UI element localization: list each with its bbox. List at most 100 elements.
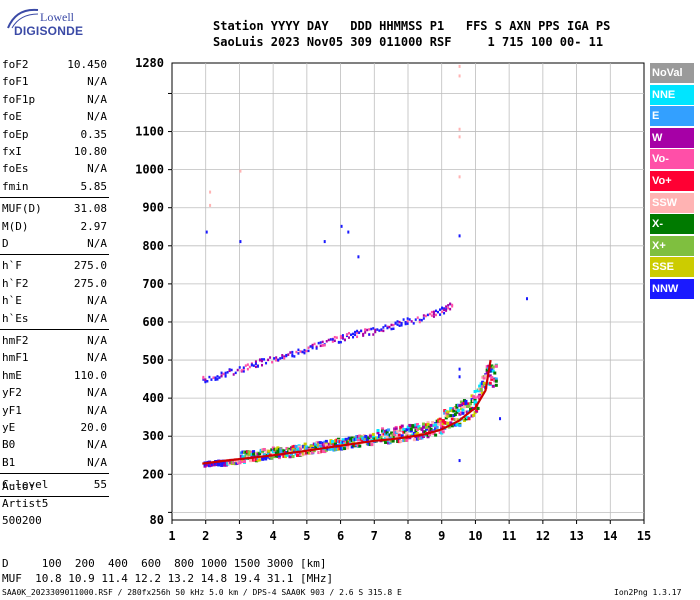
echo-point: [256, 452, 260, 456]
echo-point: [265, 449, 269, 453]
echo-point: [323, 440, 327, 444]
echo-point: [309, 445, 313, 449]
echo-point: [318, 450, 322, 454]
echo-point: [470, 394, 474, 398]
echo-point: [431, 432, 435, 436]
echo-point: [324, 439, 328, 443]
echo-point: [294, 448, 298, 452]
y-tick-label: 900: [142, 201, 164, 215]
second-hop-echo: [398, 324, 401, 327]
echo-point: [280, 449, 284, 453]
echo-point: [379, 435, 383, 439]
echo-point: [367, 436, 371, 440]
second-hop-echo: [220, 371, 223, 375]
echo-point: [244, 454, 248, 458]
echo-point: [321, 441, 325, 445]
echo-point: [476, 406, 480, 410]
param-name: B1: [2, 455, 16, 469]
second-hop-echo: [212, 376, 215, 379]
legend-item-w: W: [650, 127, 694, 148]
echo-point: [340, 442, 344, 446]
echo-point: [472, 413, 476, 417]
echo-point: [391, 432, 395, 436]
echo-point: [453, 418, 457, 422]
y-tick-label: 500: [142, 353, 164, 367]
second-hop-echo: [232, 373, 235, 376]
second-hop-echo: [329, 338, 332, 341]
echo-point: [459, 407, 463, 411]
echo-point: [426, 435, 430, 439]
param-separator: [0, 197, 109, 199]
echo-point: [390, 439, 394, 443]
echo-point: [291, 454, 295, 458]
echo-point: [385, 429, 389, 433]
echo-point: [434, 433, 438, 437]
polarization-legend: NoVal NNE E W Vo- Vo+ SSW X- X+ SSE NNW: [650, 63, 694, 301]
station-header-labels: Station YYYY DAY DDD HHMMSS P1 FFS S AXN…: [213, 19, 611, 33]
second-hop-echo: [370, 327, 373, 331]
echo-point: [464, 417, 468, 421]
echo-point: [396, 439, 400, 443]
echo-point: [429, 427, 433, 431]
param-row: yF2 N/A: [0, 384, 111, 401]
second-hop-echo: [327, 338, 330, 342]
second-hop-echo: [299, 350, 302, 353]
second-hop-echo: [341, 336, 344, 340]
echo-point: [346, 440, 350, 444]
echo-point: [467, 417, 471, 421]
second-hop-echo: [424, 314, 427, 318]
echo-point: [288, 449, 292, 453]
echo-point: [283, 455, 287, 459]
second-hop-echo: [210, 378, 213, 381]
second-hop-echo: [400, 324, 403, 327]
echo-point: [353, 443, 357, 447]
second-hop-echo: [287, 353, 290, 356]
echo-point: [365, 436, 369, 440]
second-hop-echo: [317, 341, 320, 345]
echo-point: [323, 450, 327, 454]
echo-point: [367, 441, 371, 445]
param-name: yF2: [2, 386, 22, 400]
param-name: fxI: [2, 145, 22, 158]
second-hop-echo: [204, 380, 207, 384]
echo-point: [358, 444, 362, 448]
echo-point: [437, 422, 441, 426]
second-hop-echo: [297, 348, 300, 352]
second-hop-echo: [356, 335, 359, 339]
noise-point: [209, 190, 212, 194]
param-row: hmF1 N/A: [0, 349, 111, 366]
second-hop-echo: [275, 358, 278, 362]
echo-point: [459, 403, 463, 407]
echo-point: [482, 384, 486, 388]
second-hop-echo: [364, 331, 367, 334]
second-hop-echo: [360, 329, 363, 333]
echo-point: [426, 421, 430, 425]
second-hop-echo: [362, 334, 365, 337]
echo-point: [356, 438, 360, 442]
param-name: hmF1: [2, 351, 29, 365]
echo-point: [449, 409, 453, 413]
echo-point: [344, 437, 348, 441]
digisonde-logo: Lowell DIGISONDE: [4, 6, 83, 40]
noise-point: [458, 74, 461, 78]
echo-point: [340, 441, 344, 445]
noise-point: [458, 375, 461, 379]
echo-point: [446, 414, 450, 418]
param-value: N/A: [87, 92, 107, 106]
echo-point: [447, 425, 451, 429]
second-hop-echo: [285, 354, 288, 358]
echo-point: [400, 428, 404, 432]
param-value: 110.0: [73, 368, 107, 382]
legend-item-noval: NoVal: [650, 63, 694, 83]
second-hop-echo: [372, 333, 375, 336]
param-row: h`Es N/A: [0, 310, 111, 327]
second-hop-echo: [339, 340, 342, 344]
second-hop-echo: [291, 354, 294, 358]
echo-point: [242, 459, 246, 463]
param-name: h`Es: [2, 311, 29, 325]
echo-point: [288, 455, 292, 459]
logo-swoosh-icon: [7, 8, 39, 29]
second-hop-echo: [305, 349, 308, 353]
param-name: foF2: [2, 58, 29, 71]
echo-point: [256, 458, 260, 462]
